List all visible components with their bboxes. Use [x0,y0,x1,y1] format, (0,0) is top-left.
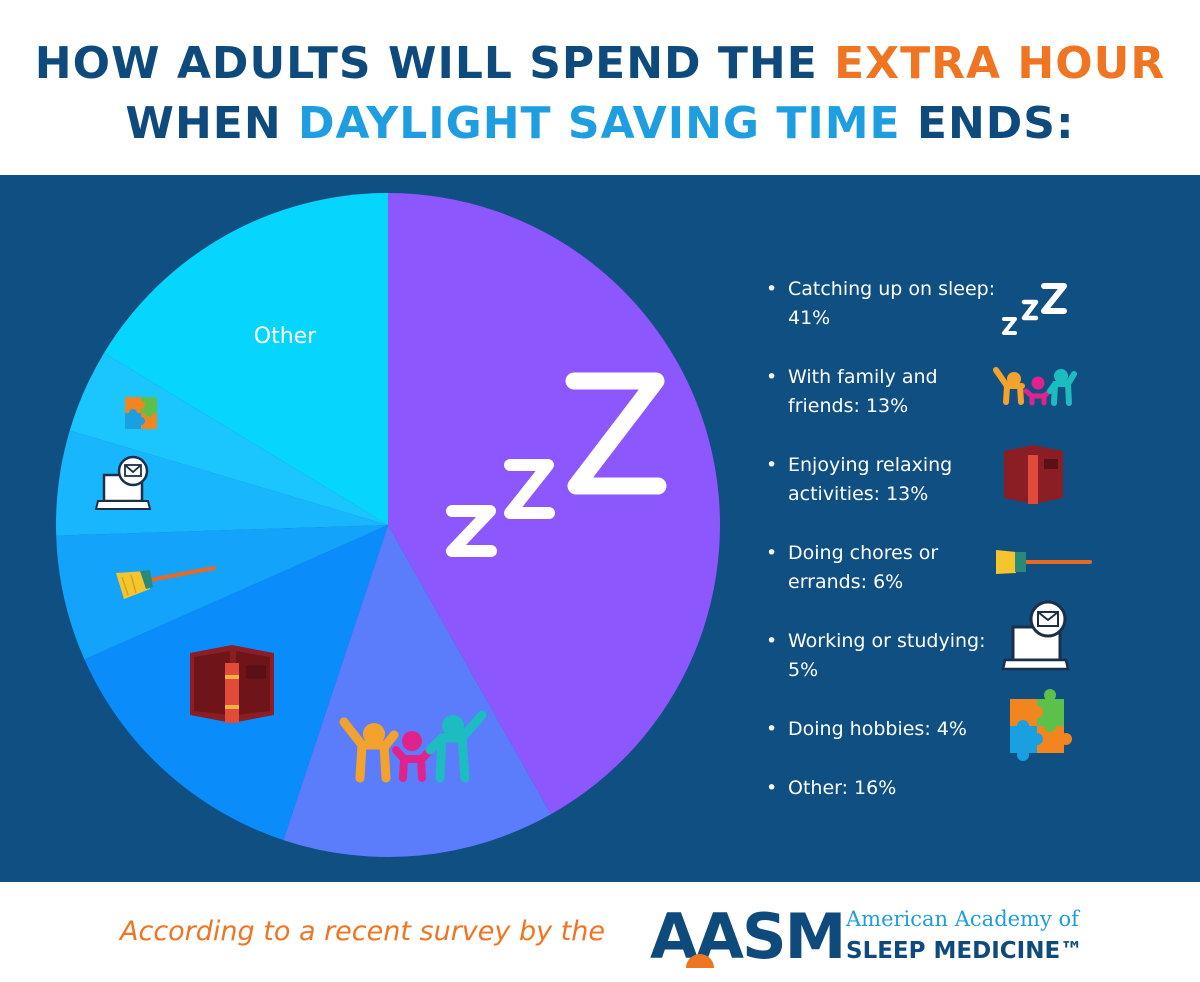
title-highlight-dst: DAYLIGHT SAVING TIME [297,98,901,149]
title-text: HOW ADULTS WILL SPEND THE [34,38,835,89]
title-line-1: HOW ADULTS WILL SPEND THE EXTRA HOUR [0,38,1200,89]
legend-item-family: With family and friends: 13% [766,363,998,421]
title-text: ENDS: [900,98,1075,149]
pie-slices [56,193,720,857]
pie-slice-0 [388,193,720,815]
pie-slice-5 [69,352,388,525]
broom-icon [996,550,1092,574]
aasm-logo-letters: AASM [650,900,844,970]
sun-icon [686,954,714,968]
aasm-logo-line1: American Academy of [845,907,1081,931]
footer: According to a recent survey by the AASM… [0,882,1200,982]
family-icon [993,367,1077,406]
legend-item-working: Working or studying: 5% [766,627,998,685]
header: HOW ADULTS WILL SPEND THE EXTRA HOUR WHE… [0,0,1200,175]
chart-panel: Other [0,175,1200,882]
pie-slice-6 [104,193,389,525]
title-line-2: WHEN DAYLIGHT SAVING TIME ENDS: [0,98,1200,149]
legend-item-sleep: Catching up on sleep: 41% [766,275,998,333]
title-text: WHEN [125,98,298,149]
book-icon [190,645,274,723]
puzzle-icon [1010,689,1072,761]
aasm-logo-line2: SLEEP MEDICINE™ [846,938,1083,964]
legend-item-other: Other: 16% [766,774,998,803]
book-icon [1004,445,1063,504]
title-highlight-extra-hour: EXTRA HOUR [834,38,1166,89]
family-icon [339,710,487,783]
aasm-logo: AASM American Academy of SLEEP MEDICINE™ [650,900,1083,970]
zzz-icon [446,372,667,557]
legend-item-relaxing: Enjoying relaxing activities: 13% [766,451,998,509]
legend-item-chores: Doing chores or errands: 6% [766,539,998,597]
legend-item-hobbies: Doing hobbies: 4% [766,715,998,744]
puzzle-icon [125,397,157,429]
zzz-icon [1002,283,1067,335]
pie-chart: Other [56,193,720,857]
other-slice-label: Other [254,324,317,349]
pie-slice-3 [56,525,388,660]
broom-icon [116,566,216,599]
laptop-icon [1001,600,1070,671]
laptop-icon [94,455,152,510]
pie-slice-1 [283,525,551,857]
source-text: According to a recent survey by the [120,916,605,947]
